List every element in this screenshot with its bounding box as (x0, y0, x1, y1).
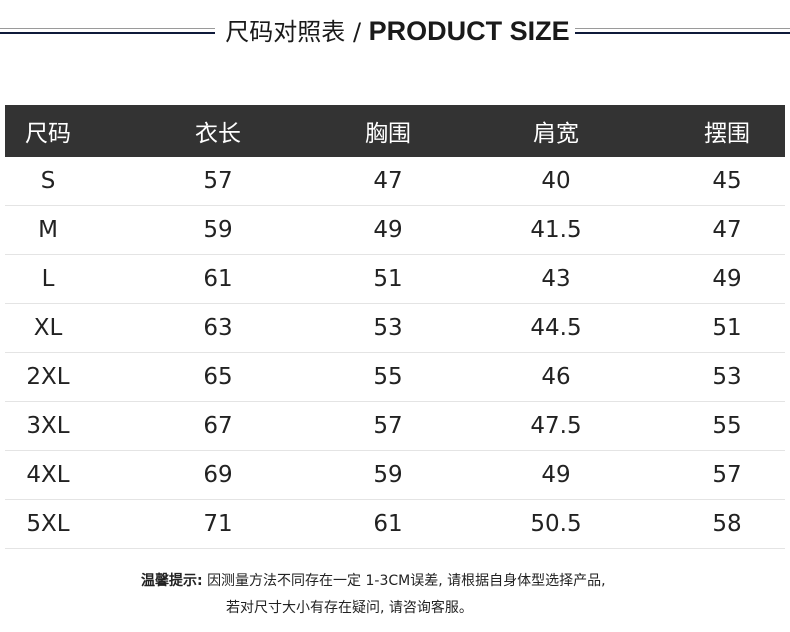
note-line-1: 因测量方法不同存在一定 1-3CM误差, 请根据自身体型选择产品, (207, 573, 606, 589)
measurement-cell: 53 (373, 315, 403, 341)
table-row: M 59 49 41.5 47 (5, 206, 785, 255)
table-row: 3XL 67 57 47.5 55 (5, 402, 785, 451)
column-header: 摆围 (704, 121, 750, 147)
title-en: PRODUCT SIZE (368, 16, 570, 46)
note-label: 温馨提示: (141, 573, 203, 589)
measurement-cell: 57 (203, 168, 233, 194)
measurement-cell: 71 (203, 511, 233, 537)
measurement-cell: 65 (203, 364, 233, 390)
measurement-cell: 47.5 (530, 413, 582, 439)
measurement-cell: 46 (541, 364, 571, 390)
size-table: 尺码 衣长 胸围 肩宽 摆围 S 57 47 40 45 M 59 49 41.5 47 L 61 51 43 49… (5, 105, 785, 549)
size-label: M (38, 217, 58, 243)
measurement-cell: 61 (203, 266, 233, 292)
measurement-cell: 49 (541, 462, 571, 488)
size-label: 4XL (26, 462, 70, 488)
title-separator: / (352, 18, 362, 46)
column-header: 尺码 (25, 121, 71, 147)
column-header: 衣长 (195, 121, 241, 147)
table-row: 2XL 65 55 46 53 (5, 353, 785, 402)
size-note: 温馨提示: 因测量方法不同存在一定 1-3CM误差, 请根据自身体型选择产品, … (141, 568, 606, 622)
column-header: 胸围 (365, 121, 411, 147)
measurement-cell: 40 (541, 168, 571, 194)
size-label: S (40, 168, 56, 194)
note-line-2: 若对尺寸大小有存在疑问, 请咨询客服。 (226, 600, 473, 616)
size-label: 3XL (26, 413, 70, 439)
measurement-cell: 69 (203, 462, 233, 488)
measurement-cell: 59 (373, 462, 403, 488)
size-label: XL (33, 315, 63, 341)
measurement-cell: 51 (712, 315, 742, 341)
title-cn: 尺码对照表 (225, 18, 346, 46)
measurement-cell: 59 (203, 217, 233, 243)
measurement-cell: 58 (712, 511, 742, 537)
table-row: 5XL 71 61 50.5 58 (5, 500, 785, 549)
table-header: 尺码 衣长 胸围 肩宽 摆围 (5, 105, 785, 157)
measurement-cell: 51 (373, 266, 403, 292)
measurement-cell: 45 (712, 168, 742, 194)
size-label: 5XL (26, 511, 70, 537)
measurement-cell: 41.5 (530, 217, 582, 243)
measurement-cell: 49 (712, 266, 742, 292)
table-row: S 57 47 40 45 (5, 157, 785, 206)
measurement-cell: 63 (203, 315, 233, 341)
table-row: 4XL 69 59 49 57 (5, 451, 785, 500)
measurement-cell: 47 (712, 217, 742, 243)
measurement-cell: 57 (373, 413, 403, 439)
title-banner: 尺码对照表 / PRODUCT SIZE (0, 8, 790, 48)
measurement-cell: 53 (712, 364, 742, 390)
measurement-cell: 55 (712, 413, 742, 439)
column-header: 肩宽 (533, 121, 579, 147)
page-title: 尺码对照表 / PRODUCT SIZE (225, 12, 570, 47)
measurement-cell: 57 (712, 462, 742, 488)
measurement-cell: 49 (373, 217, 403, 243)
table-row: XL 63 53 44.5 51 (5, 304, 785, 353)
measurement-cell: 67 (203, 413, 233, 439)
measurement-cell: 55 (373, 364, 403, 390)
size-label: 2XL (26, 364, 70, 390)
measurement-cell: 61 (373, 511, 403, 537)
measurement-cell: 44.5 (530, 315, 582, 341)
table-row: L 61 51 43 49 (5, 255, 785, 304)
measurement-cell: 50.5 (530, 511, 582, 537)
measurement-cell: 47 (373, 168, 403, 194)
measurement-cell: 43 (541, 266, 571, 292)
table-body: S 57 47 40 45 M 59 49 41.5 47 L 61 51 43 49 XL 63 53 44.5 5… (5, 157, 785, 549)
size-label: L (41, 266, 55, 292)
